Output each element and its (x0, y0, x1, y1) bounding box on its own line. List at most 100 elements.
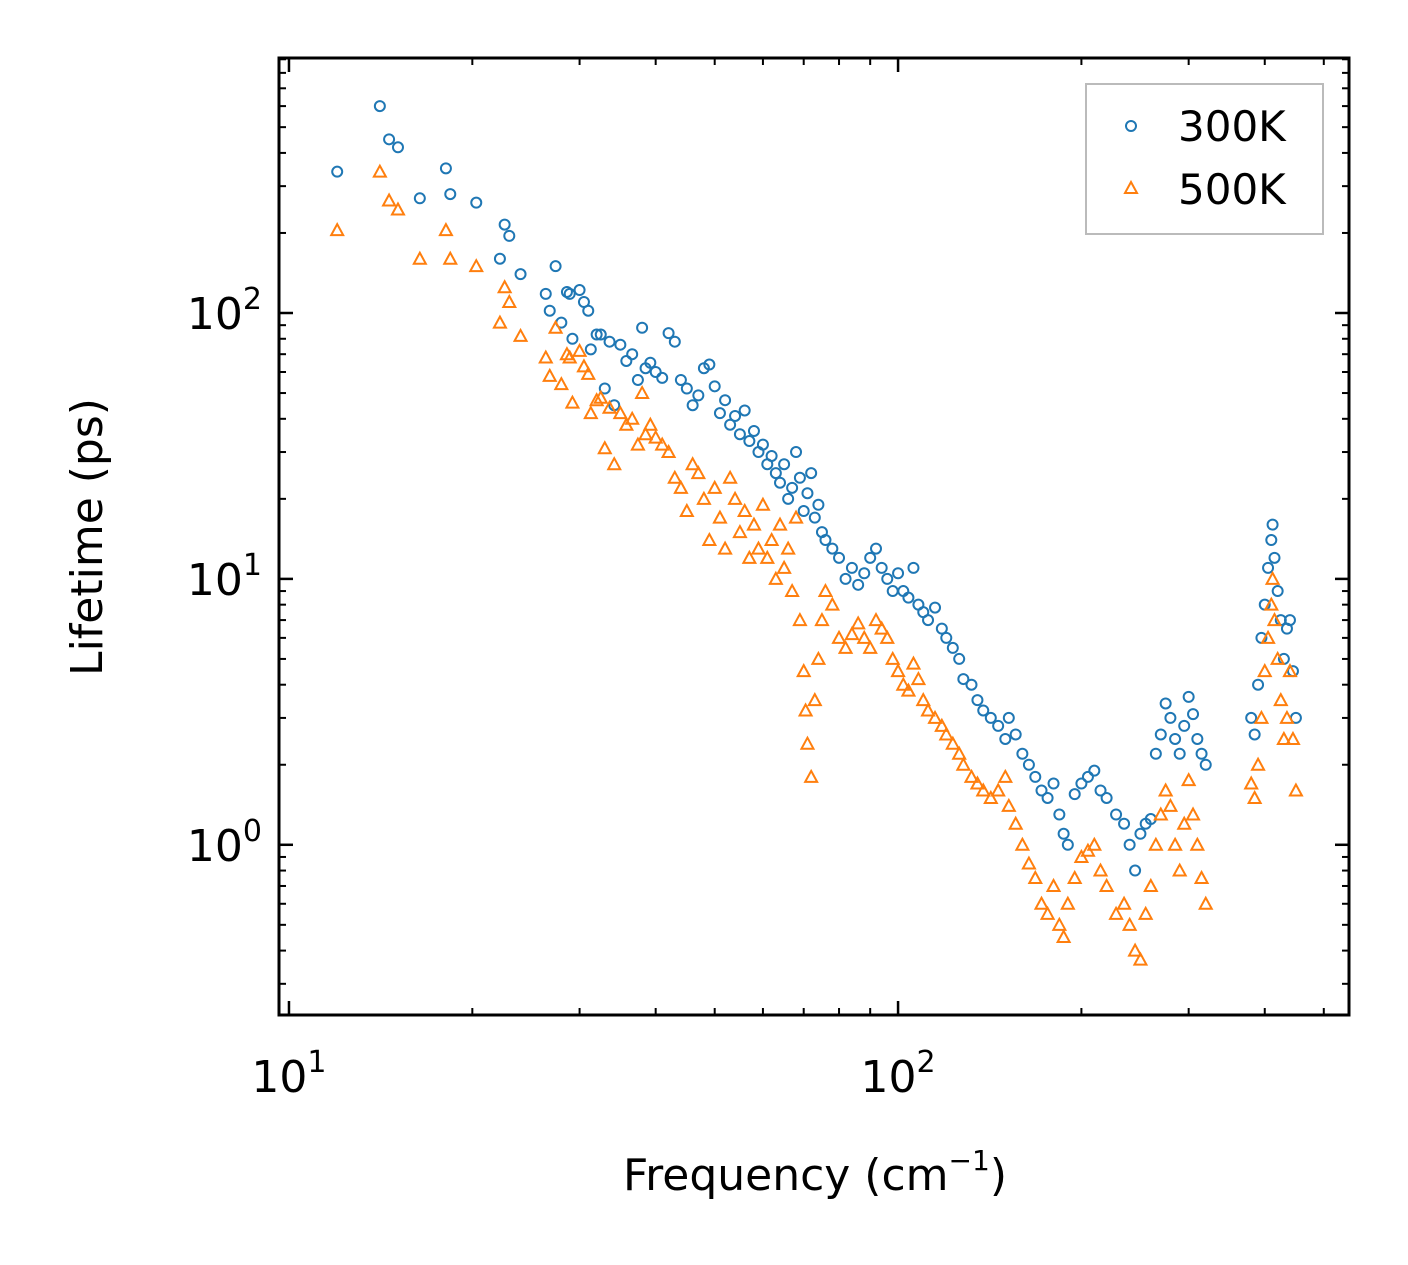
point-500k (630, 436, 646, 451)
point-500k (759, 549, 775, 564)
point-500k (1282, 663, 1298, 678)
point-500k (945, 735, 961, 750)
point-300k (582, 304, 595, 317)
data-points (329, 100, 1304, 966)
point-500k (997, 768, 1013, 783)
point-500k (890, 663, 906, 678)
point-300k (940, 631, 953, 644)
point-500k (807, 692, 823, 707)
point-500k (969, 775, 986, 790)
point-500k (576, 358, 592, 373)
point-500k (856, 629, 872, 644)
point-300k (1134, 827, 1147, 840)
point-300k (886, 585, 899, 598)
point-300k (1169, 732, 1182, 745)
point-300k (774, 476, 787, 489)
point-500k (741, 549, 758, 564)
legend-marker-500k (1123, 179, 1139, 194)
point-300k (1262, 561, 1275, 574)
point-500k (553, 376, 570, 391)
point-300k (922, 614, 935, 627)
point-500k (637, 426, 654, 441)
point-500k (1198, 895, 1214, 910)
y-tick-label: 101 (187, 548, 262, 606)
point-300k (797, 505, 810, 518)
point-300k (573, 284, 586, 297)
point-500k (601, 399, 618, 414)
point-300k (603, 335, 616, 348)
point-300k (1075, 777, 1088, 790)
point-500k (1027, 869, 1043, 885)
point-500k (850, 615, 866, 630)
point-500k (564, 394, 581, 409)
x-tick-label: 101 (251, 1045, 326, 1103)
point-500k (673, 479, 689, 494)
point-500k (684, 456, 701, 471)
point-500k (868, 611, 884, 627)
point-500k (1243, 775, 1259, 790)
point-500k (717, 540, 733, 555)
point-500k (1098, 877, 1115, 892)
point-500k (660, 443, 677, 459)
point-500k (837, 639, 854, 654)
point-500k (799, 735, 816, 750)
point-300k (503, 229, 516, 242)
point-300k (833, 551, 846, 564)
point-500k (788, 509, 804, 524)
point-300k (953, 652, 966, 665)
point-300k (778, 458, 791, 471)
point-300k (598, 382, 611, 395)
point-500k (1167, 836, 1183, 851)
point-300k (1041, 791, 1054, 804)
point-500k (732, 523, 748, 539)
point-500k (792, 611, 808, 627)
point-300k (1173, 747, 1186, 760)
point-300k (870, 542, 883, 555)
point-500k (583, 405, 599, 420)
point-300k (644, 356, 657, 369)
point-300k (858, 567, 871, 580)
point-300k (733, 428, 746, 441)
point-300k (713, 407, 726, 420)
point-500k (647, 429, 664, 444)
point-500k (492, 314, 508, 329)
point-300k (1110, 808, 1123, 821)
point-500k (1162, 797, 1179, 812)
point-300k (636, 321, 649, 334)
point-500k (1285, 730, 1301, 745)
point-300k (826, 542, 839, 555)
point-500k (712, 509, 728, 524)
point-300k (719, 394, 732, 407)
point-500k (1189, 836, 1206, 851)
point-300k (977, 704, 990, 717)
point-500k (915, 692, 931, 707)
point-300k (747, 424, 760, 437)
point-300k (373, 100, 386, 113)
point-500k (1045, 877, 1062, 892)
point-300k (999, 732, 1012, 745)
point-300k (1248, 728, 1261, 741)
point-500k (1288, 782, 1304, 797)
point-500k (975, 782, 991, 797)
point-500k (1266, 611, 1283, 627)
point-300k (1199, 758, 1212, 771)
point-500k (1276, 730, 1292, 745)
point-500k (736, 502, 753, 518)
point-300k (957, 673, 970, 686)
point-300k (1009, 728, 1022, 741)
point-300k (1022, 758, 1035, 771)
point-300k (470, 196, 483, 209)
point-300k (875, 561, 888, 574)
point-500k (1269, 650, 1286, 665)
point-300k (1053, 808, 1066, 821)
point-300k (686, 399, 699, 412)
point-300k (674, 373, 687, 386)
point-300k (584, 343, 597, 356)
point-500k (910, 670, 927, 686)
point-500k (1132, 951, 1149, 966)
point-500k (1143, 877, 1159, 892)
point-500k (951, 745, 967, 760)
point-300k (819, 534, 832, 547)
point-300k (1191, 732, 1204, 745)
